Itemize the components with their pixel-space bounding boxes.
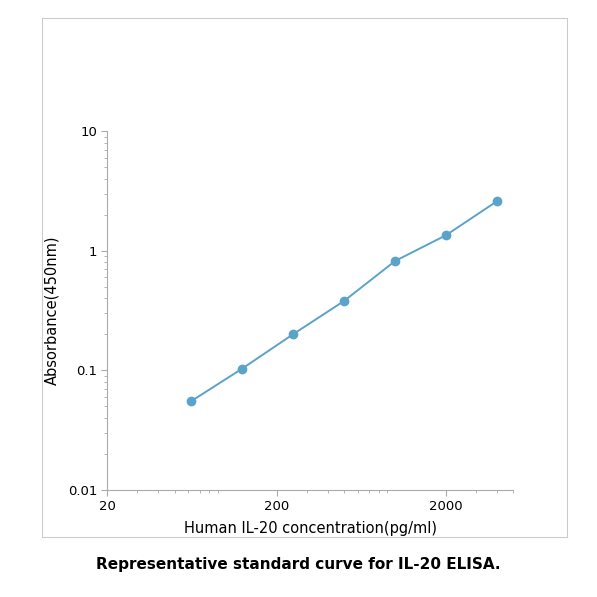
X-axis label: Human IL-20 concentration(pg/ml): Human IL-20 concentration(pg/ml) [184,521,437,536]
Y-axis label: Absorbance(450nm): Absorbance(450nm) [44,236,59,385]
Text: Representative standard curve for IL-20 ELISA.: Representative standard curve for IL-20 … [96,556,501,572]
